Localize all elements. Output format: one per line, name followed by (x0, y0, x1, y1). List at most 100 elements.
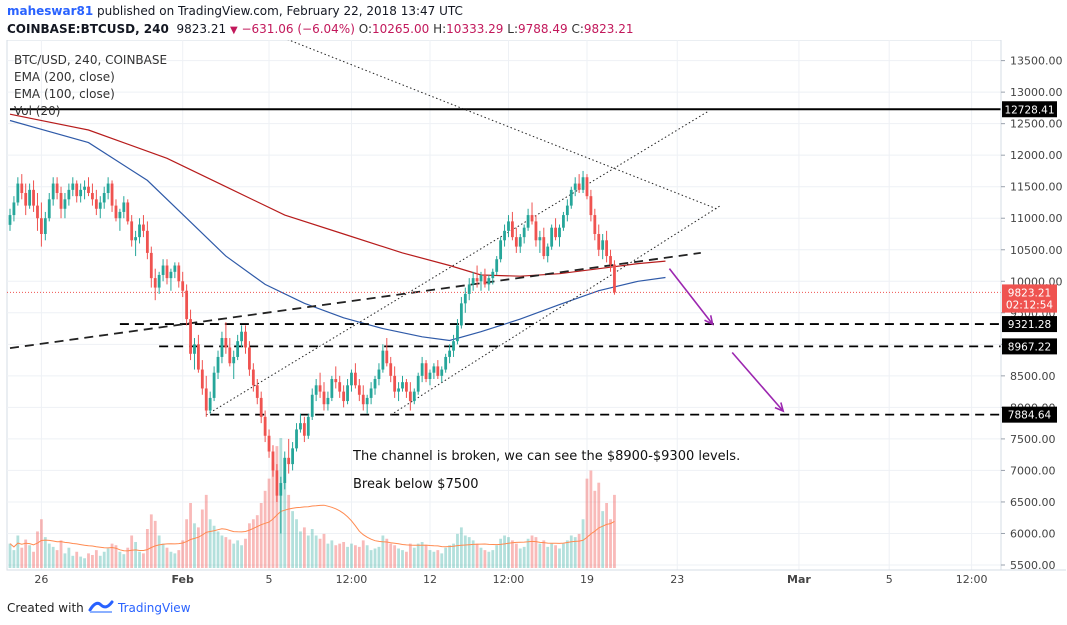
volume-bar (385, 538, 389, 568)
volume-bar (534, 537, 538, 568)
volume-bar (32, 551, 35, 568)
volume-bar (271, 462, 275, 568)
volume-bar (412, 547, 416, 568)
candle-body (157, 274, 161, 288)
volume-bar (310, 529, 314, 568)
volume-bar (16, 535, 20, 568)
author-link[interactable]: maheswar81 (7, 4, 94, 18)
candle-body (593, 215, 597, 234)
candle-body (36, 205, 39, 219)
volume-bar (338, 543, 342, 568)
candle-body (55, 183, 59, 194)
x-tick-label: Feb (171, 573, 194, 586)
candlesticks (8, 170, 616, 534)
candle-body (511, 221, 514, 238)
plot-area[interactable] (6, 40, 1002, 571)
publish-text: published on TradingView.com, February 2… (93, 4, 463, 18)
time-axis[interactable]: 26 Feb 5 12:00 12 12:00 19 23 Mar 5 12:00 (7, 569, 1066, 586)
candle-body (573, 183, 577, 190)
candle-body (248, 347, 251, 370)
volume-bar (71, 555, 75, 568)
candle-body (436, 366, 440, 376)
trend-line[interactable] (261, 40, 717, 210)
candle-body (91, 193, 94, 200)
volume-bar (452, 543, 455, 568)
projection-arrow-line[interactable] (668, 268, 714, 325)
trend-line[interactable] (9, 252, 701, 350)
candle-body (114, 205, 118, 219)
candle-body (558, 227, 561, 238)
candle-body (40, 218, 43, 234)
candle-body (463, 293, 467, 304)
chart-header: maheswar81 published on TradingView.com,… (0, 0, 1067, 40)
legend-ema200: EMA (200, close) (14, 70, 115, 84)
price-label-text: 8967.22 (1008, 341, 1051, 353)
candle-body (110, 183, 114, 206)
low-label: L: (507, 22, 518, 36)
candle-body (59, 193, 63, 209)
high-value: 10333.29 (446, 22, 504, 36)
volume-bar (487, 551, 491, 568)
candle-body (546, 246, 550, 257)
volume-bar (514, 543, 518, 568)
volume-bar (357, 546, 361, 568)
volume-bar (55, 550, 59, 568)
candle-body (149, 252, 153, 279)
candle-body (197, 344, 200, 370)
candle-body (181, 281, 185, 291)
candle-body (416, 375, 420, 392)
price-label-text: 7884.64 (1008, 410, 1052, 422)
price-chart[interactable]: BTC/USD, 240, COINBASE EMA (200, close) … (0, 40, 1067, 590)
candle-body (216, 356, 220, 373)
candle-body (145, 230, 149, 253)
candle-body (565, 205, 569, 216)
volume-bar (346, 546, 349, 568)
candle-body (126, 202, 130, 222)
candle-body (51, 183, 55, 200)
candle-body (342, 391, 346, 402)
candle-body (71, 183, 75, 190)
low-value: 9788.49 (518, 22, 568, 36)
candle-body (601, 240, 605, 250)
candle-body (330, 379, 334, 398)
candle-body (467, 284, 471, 294)
candle-body (228, 347, 232, 364)
ema100-line (9, 119, 666, 342)
grid-lines (7, 40, 1001, 570)
candle-body (542, 237, 546, 257)
volume-bar (244, 538, 247, 568)
projection-arrow-line[interactable] (731, 352, 784, 412)
candle-body (75, 183, 79, 197)
candle-body (79, 189, 83, 197)
x-tick-label: 12 (423, 573, 437, 586)
volume-bar (240, 545, 243, 568)
tradingview-logo-icon[interactable] (88, 598, 114, 614)
trend-line[interactable] (390, 205, 721, 416)
candle-body (314, 385, 318, 395)
price-label-box (1002, 284, 1057, 301)
candle-body (236, 341, 240, 357)
candle-body (452, 341, 455, 351)
candle-body (448, 350, 451, 357)
y-tick-label: 12500.00 (1010, 118, 1063, 131)
volume-bar (342, 542, 346, 568)
candle-body (177, 265, 181, 282)
candle-body (24, 193, 28, 206)
candle-body (424, 363, 428, 380)
y-tick-label: 5500.00 (1010, 559, 1056, 572)
volume-bar (361, 540, 365, 568)
volume-bar (373, 548, 377, 568)
candle-body (208, 397, 212, 411)
candle-body (138, 224, 141, 238)
tradingview-link[interactable]: TradingView (118, 601, 191, 615)
arrow-head-icon (774, 402, 785, 413)
volume-bar (228, 539, 232, 568)
trend-line[interactable] (205, 110, 709, 416)
volume-bar (248, 523, 251, 568)
volume-bar (530, 535, 534, 568)
candle-body (507, 221, 510, 231)
volume-bar (436, 550, 440, 568)
y-tick-label: 12000.00 (1010, 149, 1063, 162)
candle-body (130, 221, 134, 241)
candle-body (538, 237, 542, 241)
